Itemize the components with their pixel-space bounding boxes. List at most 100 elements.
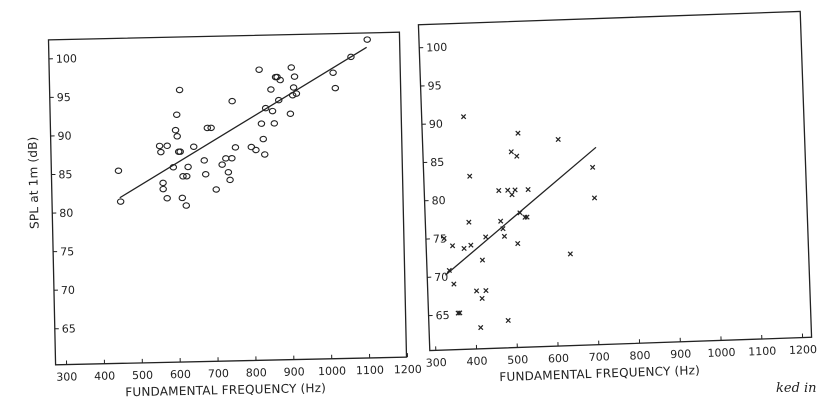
- left-point-30: [228, 155, 236, 162]
- left-point-13: [176, 148, 184, 155]
- right-point-36: [591, 195, 598, 201]
- right-x-tick-label-500: 500: [507, 353, 528, 367]
- right-x-tick-label-1000: 1000: [707, 346, 735, 360]
- left-point-47: [286, 110, 295, 118]
- right-point-22: [505, 187, 511, 193]
- right-scatter-chart: 300 400 500 600 700 800 900 1000 1100 1200 65 70 75…: [417, 10, 817, 384]
- left-x-tick-label-800: 800: [246, 366, 267, 379]
- left-regression-line: [119, 46, 367, 199]
- left-point-27: [222, 155, 230, 162]
- left-point-22: [201, 171, 210, 178]
- left-point-9: [171, 126, 180, 134]
- right-point-9: [468, 242, 474, 248]
- cropped-caption-fragment: ked in: [776, 381, 817, 396]
- right-x-tick-label-900: 900: [670, 347, 691, 361]
- left-point-33: [247, 143, 256, 151]
- right-point-11: [473, 288, 480, 294]
- left-point-10: [172, 111, 181, 118]
- right-point-5: [457, 310, 463, 316]
- right-point-4: [455, 310, 461, 316]
- right-point-35: [589, 164, 596, 171]
- right-plot-frame: [417, 10, 813, 352]
- right-x-tick-label-300: 300: [426, 356, 447, 370]
- left-point-39: [261, 104, 270, 112]
- left-y-ticks: 65 70 75 80 85 90 95 100: [48, 52, 77, 336]
- right-x-tick-label-700: 700: [589, 350, 610, 364]
- left-point-21: [200, 157, 208, 164]
- left-point-14: [175, 86, 184, 94]
- right-point-26: [515, 240, 521, 247]
- right-point-21: [505, 317, 511, 324]
- left-y-tick-label-90: 90: [57, 130, 71, 143]
- left-point-0: [114, 167, 123, 175]
- right-point-25: [512, 187, 518, 193]
- right-x-tick-label-1100: 1100: [748, 344, 776, 358]
- left-point-40: [267, 86, 275, 93]
- left-x-tick-label-700: 700: [208, 367, 229, 380]
- left-point-15: [178, 194, 187, 202]
- left-point-42: [270, 120, 279, 127]
- left-point-17: [182, 202, 191, 209]
- left-x-tick-label-1200: 1200: [394, 363, 422, 377]
- left-y-tick-label-80: 80: [59, 207, 73, 220]
- left-point-6: [163, 195, 171, 202]
- left-point-24: [207, 124, 215, 132]
- right-x-tick-label-400: 400: [466, 355, 487, 369]
- left-point-2: [155, 142, 164, 150]
- right-point-31: [524, 214, 530, 220]
- left-point-55: [347, 53, 355, 61]
- left-x-ticks: 300 400 500 600 700 800 900 1000 1100 1200: [56, 353, 422, 384]
- right-y-tick-label-95: 95: [427, 79, 441, 92]
- right-x-tick-label-800: 800: [629, 349, 650, 363]
- right-point-0: [441, 235, 447, 242]
- left-point-50: [289, 84, 298, 91]
- right-point-30: [522, 214, 528, 220]
- left-point-11: [173, 133, 181, 140]
- right-point-34: [567, 251, 574, 257]
- left-point-29: [226, 176, 234, 184]
- left-x-tick-label-900: 900: [283, 365, 304, 378]
- right-y-tick-label-65: 65: [435, 309, 449, 322]
- left-point-1: [116, 198, 125, 205]
- left-point-18: [183, 172, 191, 180]
- left-point-31: [228, 97, 236, 105]
- right-y-tick-label-80: 80: [431, 194, 445, 207]
- right-y-tick-label-90: 90: [429, 118, 443, 131]
- right-point-17: [496, 187, 502, 194]
- left-x-axis-label: FUNDAMENTAL FREQUENCY (Hz): [125, 381, 326, 399]
- left-point-4: [159, 179, 167, 187]
- left-point-38: [261, 151, 269, 158]
- left-point-23: [203, 124, 212, 132]
- left-point-34: [252, 146, 260, 154]
- left-x-tick-label-300: 300: [56, 370, 77, 383]
- right-point-6: [461, 245, 467, 252]
- left-scatter-chart: 300 400 500 600 700 800 900 1000 1100 1200 65 70 75…: [26, 31, 422, 399]
- right-point-27: [514, 153, 520, 159]
- right-point-10: [467, 173, 473, 179]
- right-point-23: [509, 191, 515, 198]
- left-point-41: [268, 107, 277, 115]
- left-point-46: [276, 76, 284, 84]
- left-x-tick-label-1000: 1000: [318, 364, 346, 378]
- right-point-1: [446, 267, 453, 274]
- left-point-28: [224, 168, 233, 176]
- left-point-37: [259, 135, 268, 143]
- left-y-axis-label: SPL at 1m (dB): [26, 136, 42, 229]
- left-plot-frame: [47, 31, 408, 366]
- right-point-14: [479, 257, 486, 263]
- right-y-tick-label-100: 100: [426, 41, 447, 55]
- right-y-tick-label-85: 85: [430, 156, 444, 169]
- right-point-15: [483, 234, 489, 240]
- left-point-20: [189, 143, 198, 151]
- right-point-13: [479, 295, 485, 302]
- left-y-tick-label-75: 75: [60, 245, 74, 258]
- right-point-24: [508, 149, 514, 155]
- left-x-tick-label-500: 500: [132, 369, 153, 382]
- left-x-tick-label-1100: 1100: [356, 364, 384, 378]
- left-point-16: [179, 173, 187, 180]
- left-point-48: [287, 64, 296, 71]
- right-point-12: [478, 324, 484, 331]
- right-point-2: [449, 243, 456, 249]
- left-point-5: [159, 185, 167, 193]
